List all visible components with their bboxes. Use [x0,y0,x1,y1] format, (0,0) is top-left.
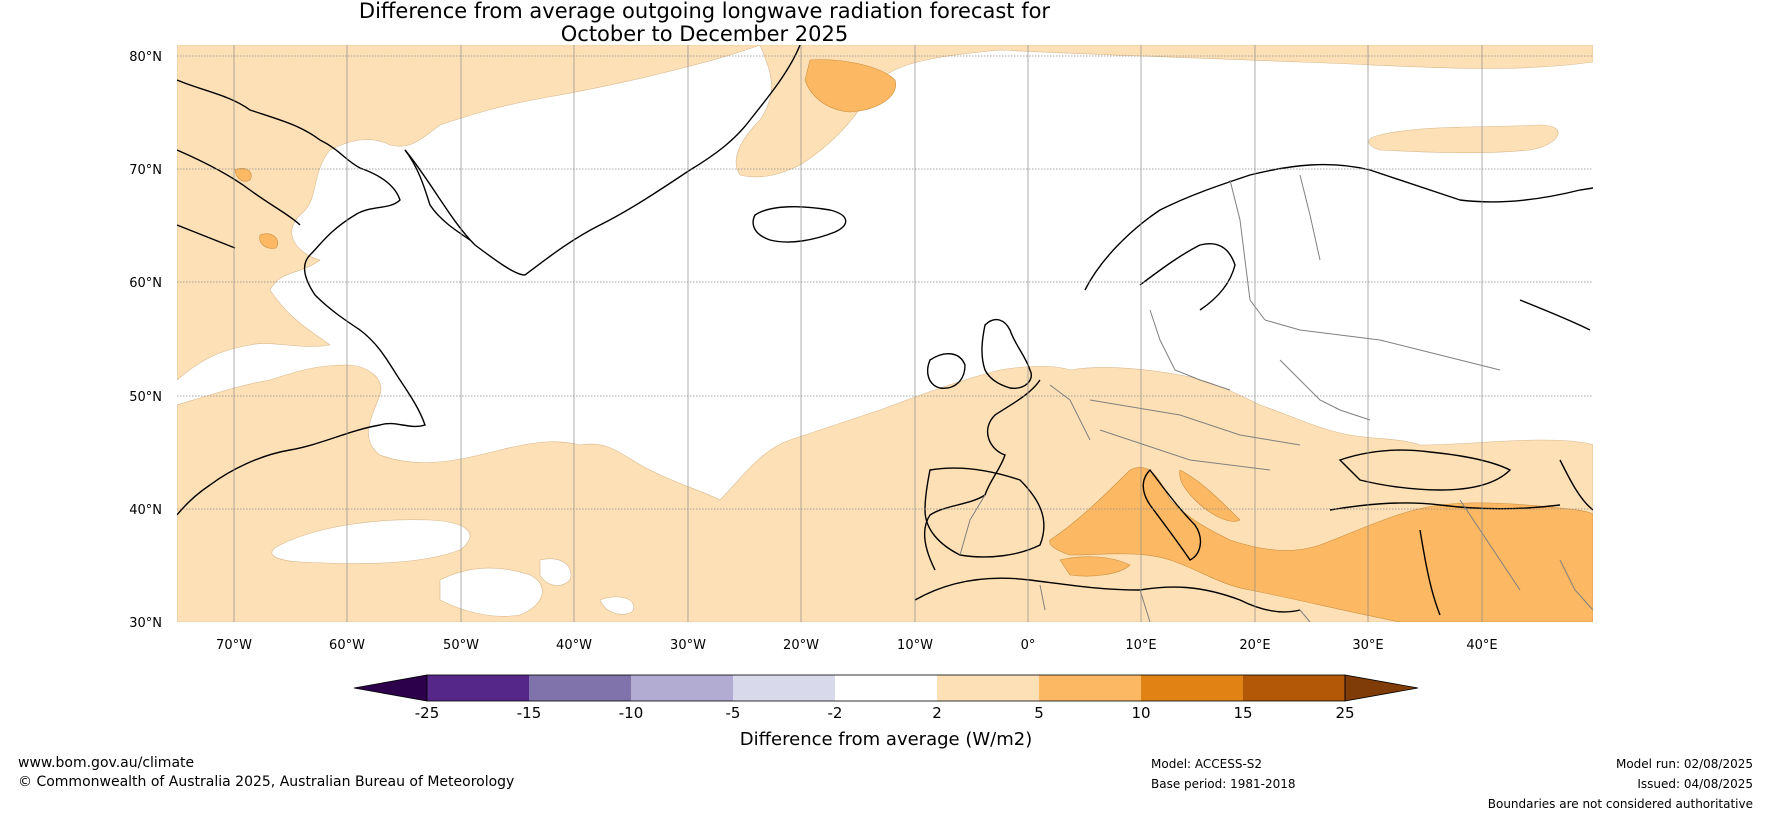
lat-label-40n: 40°N [129,503,162,518]
lon-label-60w: 60°W [329,638,365,653]
colorbar-tick-label: -2 [828,704,843,722]
anomaly-neutral-gaps [271,519,635,617]
footer-issued: Issued: 04/08/2025 [1637,777,1753,791]
colorbar-tick-label: 5 [1034,704,1044,722]
lon-label-20w: 20°W [783,638,819,653]
colorbar-bin-5-10 [1039,675,1141,701]
lat-label-30n: 30°N [129,616,162,631]
colorbar-tick-label: 15 [1233,704,1252,722]
colorbar-tick-label: 10 [1131,704,1150,722]
colorbar-bin-m25-m15 [427,675,529,701]
colorbar: -25 -15 -10 -5 -2 2 5 10 15 25 Differenc… [353,674,1419,750]
lat-label-80n: 80°N [129,50,162,65]
colorbar-tick-label: -15 [517,704,542,722]
lon-label-50w: 50°W [443,638,479,653]
colorbar-extend-low [353,674,428,702]
lon-label-0: 0° [1021,638,1036,653]
lon-label-20e: 20°E [1239,638,1270,653]
colorbar-tick-label: 2 [932,704,942,722]
footer-disclaimer: Boundaries are not considered authoritat… [1487,797,1753,811]
footer-model: Model: ACCESS-S2 [1151,757,1263,771]
lon-label-70w: 70°W [216,638,252,653]
footer-model-run: Model run: 02/08/2025 [1615,757,1753,771]
colorbar-outline [426,674,1346,702]
lon-label-10e: 10°E [1125,638,1156,653]
title-line-1: Difference from average outgoing longwav… [358,0,1051,23]
colorbar-title: Difference from average (W/m2) [740,729,1032,750]
footer-copyright: © Commonwealth of Australia 2025, Austra… [18,774,515,790]
colorbar-bin-15-25 [1243,675,1345,701]
colorbar-bin-10-15 [1141,675,1243,701]
longitude-labels: 70°W 60°W 50°W 40°W 30°W 20°W 10°W 0° 10… [216,638,1498,653]
lat-label-70n: 70°N [129,163,162,178]
colorbar-bin-m15-m10 [529,675,631,701]
title-line-2: October to December 2025 [560,22,849,46]
graticule [177,45,1593,622]
lon-label-40e: 40°E [1466,638,1497,653]
colorbar-bin-2-5 [937,675,1039,701]
colorbar-tick-label: -25 [415,704,440,722]
footer-website: www.bom.gov.au/climate [18,755,195,771]
map-title: Difference from average outgoing longwav… [0,0,1409,46]
colorbar-bin-m5-m2 [733,675,835,701]
colorbar-tick-label: -5 [726,704,741,722]
lon-label-40w: 40°W [556,638,592,653]
colorbar-bin-m10-m5 [631,675,733,701]
colorbar-extend-high [1344,674,1419,702]
colorbar-ticks: -25 -15 -10 -5 -2 2 5 10 15 25 [415,704,1355,722]
colorbar-tick-label: -10 [619,704,644,722]
coastlines [177,45,1593,616]
anomaly-5-to-10 [234,59,1593,622]
map-area [177,45,1593,622]
lon-label-10w: 10°W [897,638,933,653]
lat-label-60n: 60°N [129,276,162,291]
lon-label-30e: 30°E [1352,638,1383,653]
colorbar-bin-m2-2 [835,675,937,701]
lat-label-50n: 50°N [129,390,162,405]
latitude-labels: 80°N 70°N 60°N 50°N 40°N 30°N [129,50,162,631]
lon-label-30w: 30°W [670,638,706,653]
footer-base-period: Base period: 1981-2018 [1151,777,1296,791]
colorbar-tick-label: 25 [1335,704,1354,722]
